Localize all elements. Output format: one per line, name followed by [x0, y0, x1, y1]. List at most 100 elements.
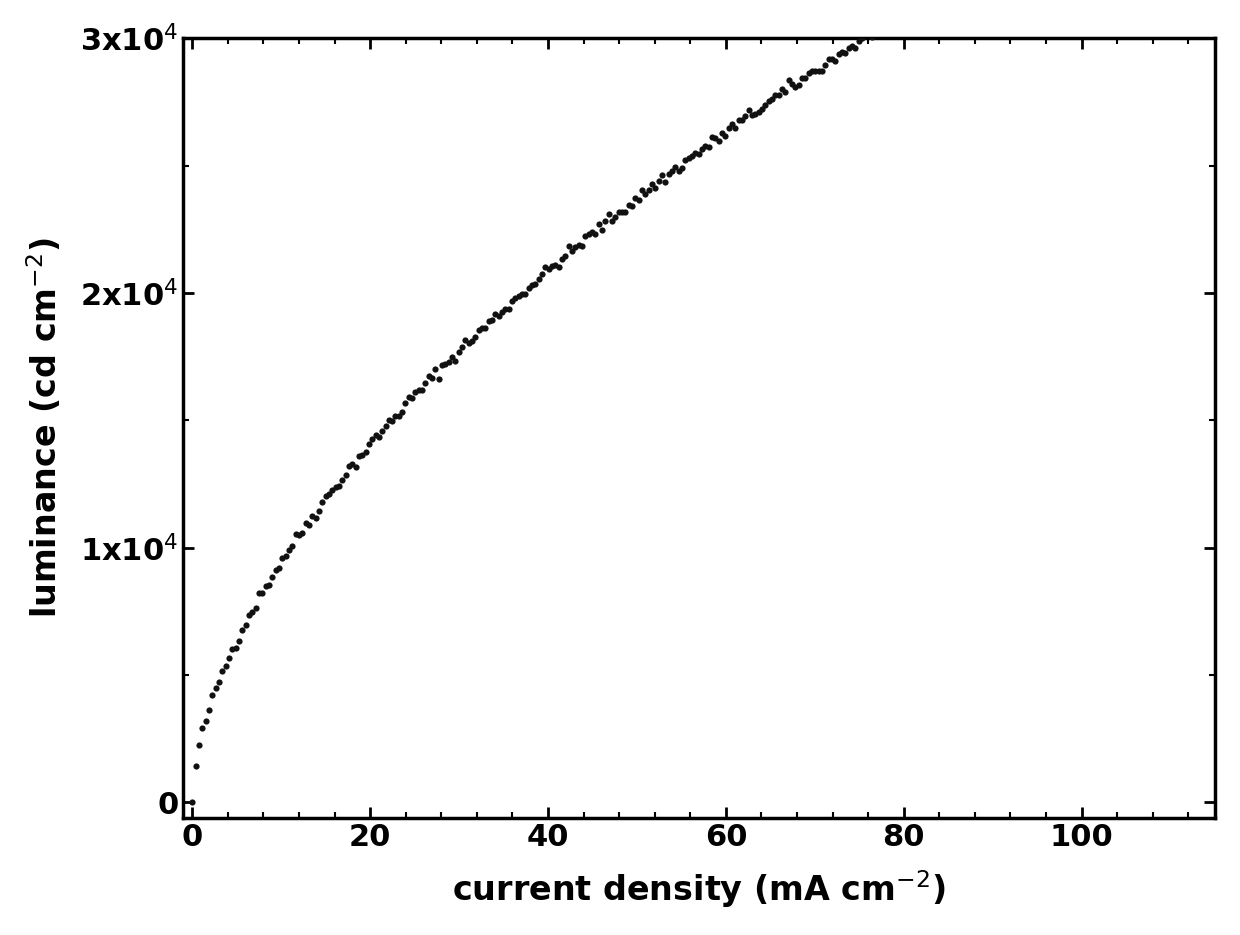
Point	[826, 53, 846, 68]
Point	[352, 447, 372, 462]
Point	[316, 489, 336, 504]
Point	[593, 223, 613, 237]
Point	[645, 180, 665, 195]
Point	[856, 27, 875, 42]
Point	[715, 128, 735, 143]
Point	[216, 658, 236, 673]
Point	[862, 30, 882, 45]
Point	[200, 703, 219, 718]
Point	[449, 344, 469, 359]
Point	[635, 187, 655, 202]
Point	[370, 429, 389, 444]
Point	[688, 147, 708, 162]
Point	[415, 376, 435, 391]
Point	[889, 6, 909, 21]
Point	[712, 125, 732, 140]
Y-axis label: luminance (cd cm$^{-2}$): luminance (cd cm$^{-2}$)	[25, 237, 63, 618]
Point	[686, 146, 706, 161]
Point	[402, 391, 422, 406]
Point	[249, 585, 269, 600]
Point	[763, 92, 782, 107]
Point	[443, 350, 463, 365]
Point	[722, 117, 742, 132]
Point	[696, 138, 715, 153]
Point	[832, 44, 852, 59]
Point	[522, 278, 542, 293]
Point	[575, 228, 595, 243]
Point	[303, 508, 322, 523]
Point	[506, 291, 526, 306]
Point	[259, 578, 279, 593]
Point	[759, 94, 779, 108]
Point	[749, 105, 769, 120]
Point	[795, 70, 815, 85]
X-axis label: current density (mA cm$^{-2}$): current density (mA cm$^{-2}$)	[453, 869, 946, 910]
Point	[336, 468, 356, 482]
Point	[475, 321, 495, 336]
Point	[206, 680, 226, 695]
Point	[579, 227, 599, 242]
Point	[516, 287, 536, 302]
Point	[911, 0, 931, 8]
Point	[376, 418, 396, 433]
Point	[629, 193, 649, 208]
Point	[283, 539, 303, 554]
Point	[556, 249, 575, 264]
Point	[312, 495, 332, 510]
Point	[615, 205, 635, 220]
Point	[192, 721, 212, 736]
Point	[479, 314, 498, 329]
Point	[632, 182, 652, 197]
Point	[348, 449, 368, 464]
Point	[546, 257, 565, 272]
Point	[269, 561, 289, 576]
Point	[802, 64, 822, 79]
Point	[425, 362, 445, 377]
Point	[423, 370, 443, 385]
Point	[702, 129, 722, 144]
Point	[326, 479, 346, 494]
Point	[706, 131, 725, 146]
Point	[742, 108, 761, 122]
Point	[818, 51, 838, 66]
Point	[901, 3, 921, 18]
Point	[539, 262, 559, 277]
Point	[293, 525, 312, 540]
Point	[396, 396, 415, 410]
Point	[816, 58, 836, 73]
Point	[569, 237, 589, 252]
Point	[202, 687, 222, 702]
Point	[469, 322, 489, 337]
Point	[182, 795, 202, 810]
Point	[782, 77, 802, 92]
Point	[872, 18, 892, 33]
Point	[652, 167, 672, 182]
Point	[899, 0, 919, 15]
Point	[848, 34, 868, 49]
Point	[603, 213, 622, 228]
Point	[295, 515, 315, 530]
Point	[805, 64, 825, 79]
Point	[842, 38, 862, 53]
Point	[858, 24, 878, 39]
Point	[188, 738, 208, 753]
Point	[789, 78, 808, 93]
Point	[379, 412, 399, 427]
Point	[739, 103, 759, 118]
Point	[649, 174, 668, 189]
Point	[229, 633, 249, 648]
Point	[498, 302, 518, 317]
Point	[668, 163, 688, 178]
Point	[279, 543, 299, 558]
Point	[445, 353, 465, 368]
Point	[386, 409, 405, 424]
Point	[885, 7, 905, 22]
Point	[459, 336, 479, 351]
Point	[322, 482, 342, 497]
Point	[532, 266, 552, 281]
Point	[419, 368, 439, 383]
Point	[895, 6, 915, 21]
Point	[751, 102, 771, 117]
Point	[808, 64, 828, 79]
Point	[549, 260, 569, 275]
